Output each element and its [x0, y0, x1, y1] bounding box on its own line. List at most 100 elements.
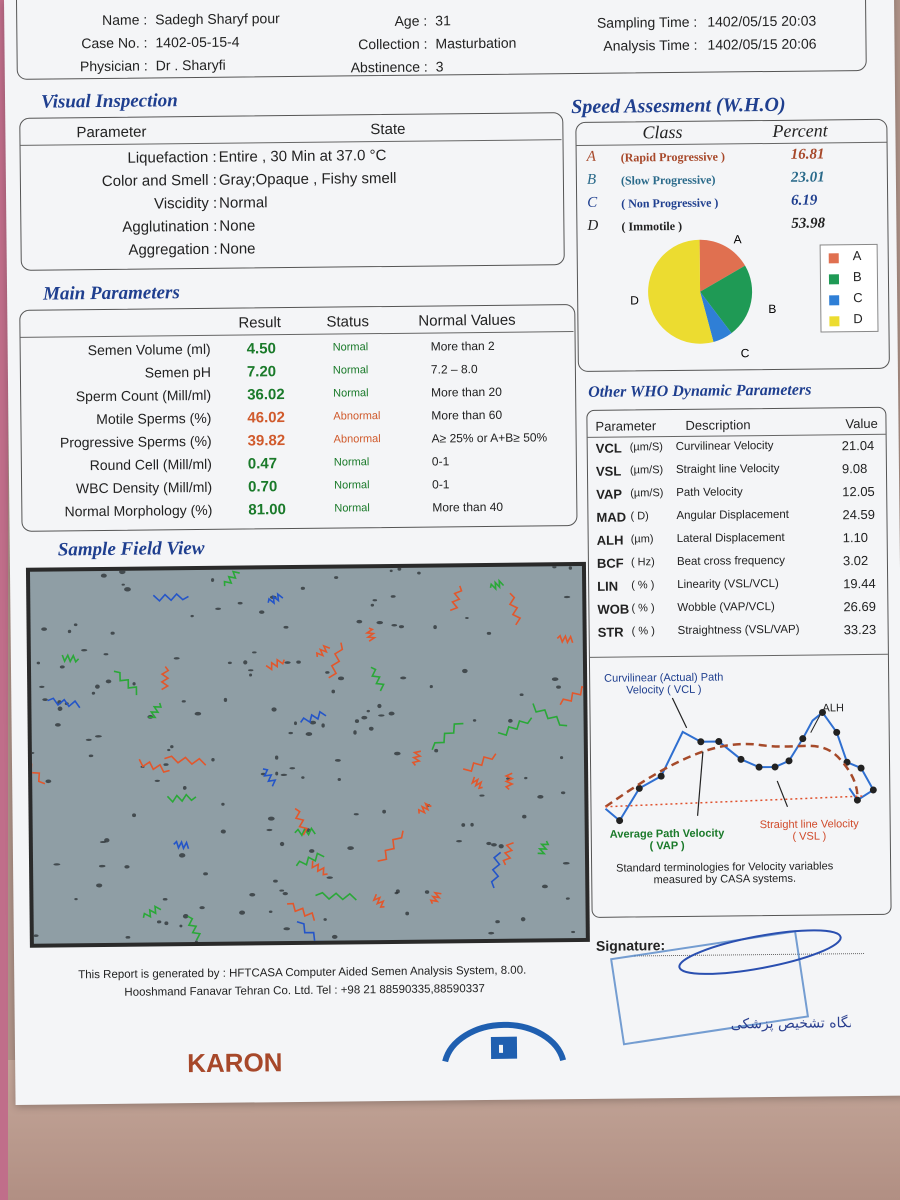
vcl-label: Curvilinear (Actual) Path Velocity ( VCL…: [604, 672, 723, 697]
sperm-cell: [394, 892, 398, 894]
age-label: Age :: [394, 13, 427, 29]
sperm-cell: [462, 669, 468, 673]
other-param-code: VAP: [596, 487, 622, 502]
sperm-track: [315, 892, 356, 900]
speed-class-letter: A: [587, 149, 596, 166]
sample-field-title: Sample Field View: [58, 538, 205, 562]
sperm-cell: [564, 596, 570, 598]
sperm-cell: [508, 719, 513, 723]
other-param-code: VCL: [596, 441, 622, 456]
vcl-point: [756, 764, 763, 771]
sperm-track: [450, 586, 462, 611]
vap-label: Average Path Velocity ( VAP ): [610, 828, 725, 853]
main-param-label: Semen Volume (ml): [88, 341, 211, 358]
sperm-cell: [283, 892, 288, 895]
sperm-track: [560, 687, 586, 705]
sperm-cell: [391, 595, 396, 598]
sperm-cell: [369, 727, 374, 731]
sperm-cell: [487, 632, 491, 635]
main-param-normal: 0-1: [432, 477, 449, 491]
sperm-cell: [68, 630, 71, 633]
sperm-cell: [560, 756, 563, 759]
speed-assessment-panel: Class Percent A (Rapid Progressive ) 16.81…: [575, 119, 890, 372]
sperm-cell: [294, 721, 297, 725]
sperm-cell: [354, 813, 359, 815]
sperm-cell: [571, 931, 575, 933]
visual-param-value: None: [220, 240, 256, 257]
sperm-cell: [81, 649, 87, 651]
speed-class-percent: 6.19: [791, 192, 817, 209]
sperm-track: [167, 795, 196, 802]
other-param-value: 24.59: [842, 507, 875, 522]
sperm-cell: [124, 865, 129, 868]
sperm-cell: [224, 698, 227, 702]
main-rows: Semen Volume (ml) 4.50 Normal More than 2 Se…: [20, 305, 574, 311]
visual-inspection-table: Parameter State Liquefaction : Entire , 3…: [19, 112, 565, 271]
sperm-cell: [163, 898, 168, 901]
sperm-cell: [279, 889, 284, 891]
sperm-track: [503, 843, 514, 865]
sperm-cell: [355, 719, 359, 723]
sperm-track: [62, 655, 78, 662]
sperm-cell: [95, 685, 100, 689]
other-param-code: BCF: [597, 556, 624, 571]
other-param-code: LIN: [597, 579, 618, 594]
lab-stamp: آزمایشگاه تشخیص پزشکی: [610, 915, 851, 1048]
other-param-desc: Curvilinear Velocity: [676, 440, 774, 453]
speed-class-name: ( Non Progressive ): [621, 196, 718, 212]
sperm-cell: [332, 935, 338, 939]
sperm-cell: [252, 651, 257, 653]
sperm-cell: [163, 763, 168, 766]
sperm-track: [164, 756, 205, 766]
sperm-cell: [215, 608, 221, 610]
sperm-cell: [273, 880, 278, 883]
other-param-desc: Lateral Displacement: [677, 532, 785, 545]
other-param-unit: ( % ): [632, 625, 655, 637]
sperm-cell: [174, 657, 180, 659]
main-param-normal: 0-1: [432, 454, 449, 468]
main-param-status: Normal: [333, 387, 369, 399]
sperm-cell: [389, 712, 395, 716]
sperm-track: [143, 906, 161, 917]
sperm-cell: [397, 567, 401, 570]
sperm-cell: [170, 745, 173, 748]
sperm-cell: [122, 584, 125, 586]
sperm-cell: [111, 632, 115, 635]
sperm-track: [419, 804, 432, 814]
sperm-cell: [499, 844, 504, 848]
other-param-value: 26.69: [843, 599, 876, 614]
sperm-track: [287, 903, 314, 921]
main-param-status: Normal: [333, 341, 369, 353]
sperm-cell: [495, 920, 500, 923]
sperm-cell: [470, 823, 473, 827]
other-param-desc: Linearity (VSL/VCL): [677, 578, 779, 591]
main-param-result: 4.50: [247, 340, 276, 357]
sperm-cell: [405, 912, 409, 916]
pie-legend: ABCD: [820, 244, 879, 333]
speed-col-percent: Percent: [772, 120, 828, 142]
visual-col-state: State: [370, 121, 405, 138]
abstinence-value: 3: [436, 58, 444, 74]
sperm-cell: [306, 732, 313, 736]
sperm-cell: [99, 865, 106, 868]
visual-param-label: Agglutination :: [122, 218, 217, 236]
other-param-value: 12.05: [842, 484, 875, 499]
sperm-cell: [522, 815, 526, 819]
sperm-track: [374, 894, 385, 907]
visual-inspection-title: Visual Inspection: [41, 90, 178, 113]
sperm-cell: [239, 911, 245, 915]
sperm-cell: [126, 936, 131, 939]
physician-label: Physician :: [80, 57, 148, 74]
sperm-cell: [30, 752, 34, 754]
sperm-track: [557, 636, 572, 643]
sperm-track: [263, 769, 275, 787]
sperm-track: [266, 660, 284, 670]
sperm-track: [371, 667, 384, 691]
sperm-cell: [53, 863, 60, 865]
age-value: 31: [435, 12, 451, 28]
sperm-cell: [104, 838, 109, 842]
sperm-cell: [326, 876, 332, 878]
sperm-cell: [552, 566, 556, 568]
collection-value: Masturbation: [435, 35, 516, 52]
other-param-desc: Straightness (VSL/VAP): [678, 624, 800, 637]
